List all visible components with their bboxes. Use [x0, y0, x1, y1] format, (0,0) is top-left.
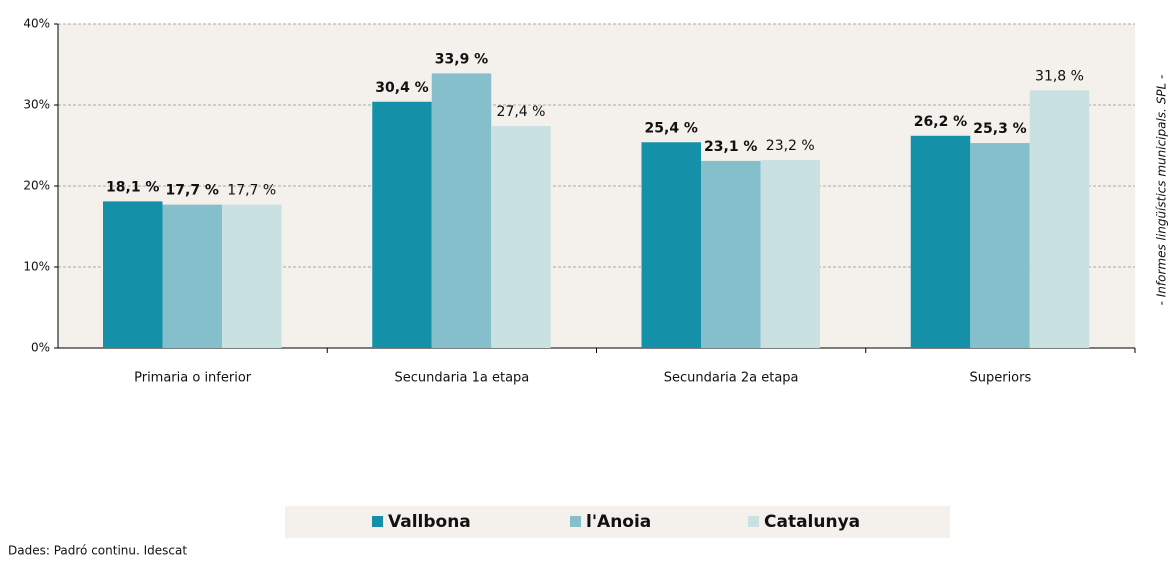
value-label: 25,4 %	[645, 120, 698, 136]
y-tick-label: 10%	[23, 260, 50, 274]
bar	[701, 160, 761, 348]
legend-swatch	[570, 516, 581, 527]
value-label: 17,7 %	[227, 183, 276, 199]
legend-label: Catalunya	[764, 512, 860, 532]
y-tick-label: 0%	[31, 341, 50, 355]
legend-label: l'Anoia	[586, 512, 651, 532]
y-tick-label: 40%	[23, 17, 50, 31]
bar	[222, 204, 282, 348]
legend-label: Vallbona	[388, 512, 471, 532]
value-label: 23,2 %	[766, 138, 815, 154]
value-label: 17,7 %	[166, 183, 219, 199]
bar	[372, 101, 432, 348]
side-note: - Informes lingüístics municipals. SPL -	[1155, 75, 1169, 306]
bar	[1029, 90, 1090, 349]
x-tick-label: Superiors	[969, 371, 1031, 386]
bar	[103, 201, 163, 348]
legend-box	[285, 506, 950, 538]
source: Dades: Padró continu. Idescat	[8, 544, 187, 558]
bar	[491, 126, 551, 348]
bar	[970, 143, 1030, 348]
legend-swatch	[372, 516, 383, 527]
value-label: 18,1 %	[106, 179, 159, 195]
value-label: 27,4 %	[497, 104, 546, 120]
bar	[431, 73, 492, 348]
value-label: 31,8 %	[1035, 68, 1084, 84]
x-tick-label: Primaria o inferior	[134, 371, 252, 386]
y-tick-label: 20%	[23, 179, 50, 193]
value-label: 23,1 %	[704, 139, 757, 155]
x-tick-label: Secundaria 2a etapa	[664, 371, 799, 386]
bar	[641, 142, 701, 348]
value-label: 33,9 %	[435, 51, 488, 67]
legend-swatch	[748, 516, 759, 527]
bar	[760, 160, 820, 348]
value-label: 26,2 %	[914, 114, 967, 130]
x-tick-label: Secundaria 1a etapa	[394, 371, 529, 386]
value-label: 30,4 %	[375, 80, 428, 96]
bar	[162, 204, 222, 348]
value-label: 25,3 %	[973, 121, 1026, 137]
y-tick-label: 30%	[23, 98, 50, 112]
bar	[910, 135, 971, 348]
